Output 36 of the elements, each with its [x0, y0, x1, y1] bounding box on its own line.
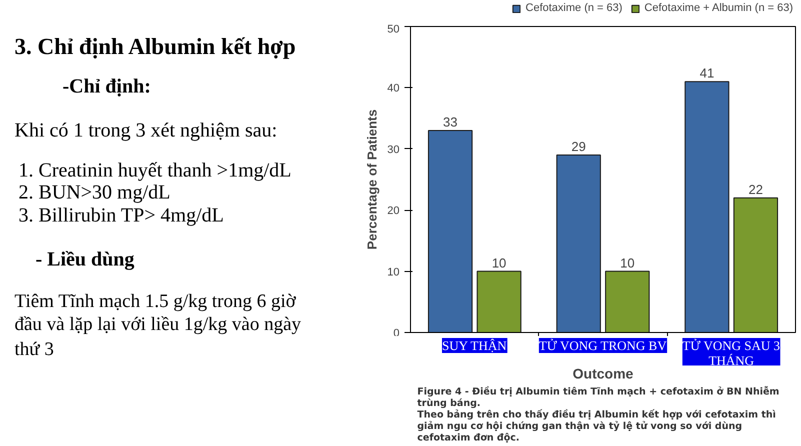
data-label: 22	[748, 182, 763, 197]
data-label: 10	[492, 255, 506, 270]
y-tick-label: 30	[387, 144, 400, 156]
y-tick-label: 10	[387, 266, 400, 278]
y-axis-title: Percentage of Patients	[364, 109, 380, 250]
bar	[476, 270, 522, 332]
data-label: 33	[443, 114, 458, 130]
x-tick-label: TỬ VONG SAU 3 THÁNG	[682, 338, 780, 368]
data-label: 29	[571, 139, 586, 154]
data-label: 10	[620, 255, 635, 270]
x-tick-label: TỬ VONG TRONG BV	[538, 338, 668, 353]
text: Tiêm Tĩnh mạch 1.5 g/kg trong 6 giờ	[14, 291, 297, 312]
y-tick-label: 20	[387, 205, 400, 218]
bar	[428, 130, 473, 332]
bar	[733, 197, 778, 332]
text: - Liều dùng	[36, 248, 134, 270]
text: 3. Chỉ định Albumin kết hợp	[14, 34, 296, 59]
x-tick-label: SUY THẬN	[442, 338, 508, 353]
y-tick-label: 50	[387, 24, 400, 36]
caption: Figure 4 - Điều trị Albumin tiêm Tĩnh mạch + cefotaxim ở BN Nhiễm trùng báng.	[417, 386, 780, 409]
legend-label: Cefotaxime (n = 63)	[526, 2, 622, 14]
x-axis-title: Outcome	[572, 366, 634, 382]
text: 2. BUN>30 mg/dL	[18, 182, 170, 204]
data-label: 41	[700, 66, 714, 81]
text: thứ 3	[14, 339, 54, 360]
y-tick-label: 40	[387, 82, 400, 95]
text: Khi có 1 trong 3 xét nghiệm sau:	[14, 120, 278, 142]
text: 3. Billirubin TP> 4mg/dL	[18, 204, 224, 226]
text: 1. Creatinin huyết thanh >1mg/dL	[18, 160, 292, 182]
legend-label: Cefotaxime + Albumin (n = 63)	[644, 2, 793, 14]
bar	[605, 270, 650, 332]
text: -Chỉ định:	[62, 76, 151, 98]
bar	[684, 81, 730, 332]
bar	[556, 154, 601, 332]
text: đầu và lặp lại với liều 1g/kg vào ngày	[14, 314, 302, 335]
text: Theo bảng trên cho thấy điều trị Albumin kết hợp với cefotaxim thì giảm ngu cơ hội chứng gan thận và tỷ lệ tử vong so với dùng cefotaxim đơn độc.	[417, 408, 776, 444]
